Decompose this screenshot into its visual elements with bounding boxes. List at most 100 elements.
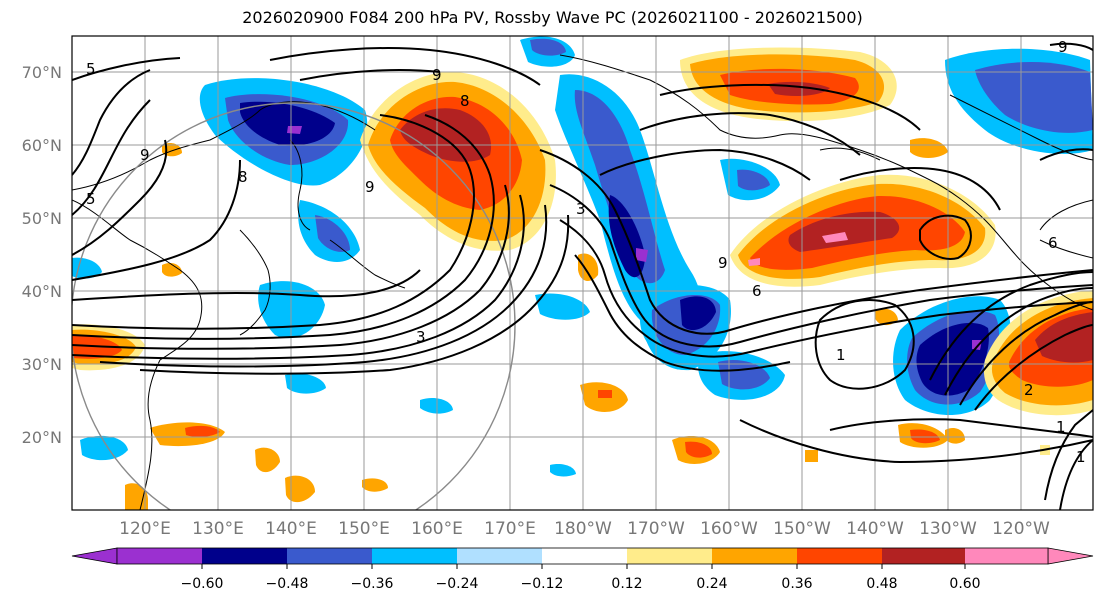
contour-label: 5 xyxy=(86,60,96,78)
colorbar: −0.60 −0.48 −0.36 −0.24 −0.12 0.12 0.24 … xyxy=(71,547,1094,592)
anomaly-fill xyxy=(1035,312,1093,363)
lat-label: 20°N xyxy=(22,428,62,447)
contour-label: 1 xyxy=(836,346,846,364)
colorbar-segment xyxy=(712,548,797,564)
anomaly-fill xyxy=(574,90,665,284)
lat-label: 50°N xyxy=(22,209,62,228)
contour-label: 5 xyxy=(86,190,96,208)
anomaly-fill xyxy=(530,38,566,56)
colorbar-ticks xyxy=(201,564,966,569)
map-border xyxy=(71,35,1094,511)
colorbar-segment xyxy=(457,548,542,564)
contour-label: 6 xyxy=(752,282,762,300)
contour-labels: 5 5 9 8 8 9 3 3 9 6 1 2 1 1 9 9 6 xyxy=(86,38,1086,466)
anomaly-fill xyxy=(598,390,612,398)
contour-label: 1 xyxy=(1056,418,1066,436)
latitude-labels: 70°N 60°N 50°N 40°N 30°N 20°N xyxy=(22,63,62,447)
contour-label: 6 xyxy=(1048,234,1058,252)
colorbar-tick-label: 0.48 xyxy=(866,576,897,592)
lat-label: 40°N xyxy=(22,282,62,301)
anomaly-fill xyxy=(550,464,576,477)
lon-label: 130°E xyxy=(192,519,244,539)
anomaly-fill xyxy=(287,126,302,134)
pv-contours xyxy=(72,42,1093,510)
colorbar-min-extension xyxy=(71,547,118,565)
longitude-labels: 120°E 130°E 140°E 150°E 160°E 170°E 180°… xyxy=(119,519,1050,539)
lon-label: 120°W xyxy=(992,519,1050,539)
anomaly-fill xyxy=(255,447,280,473)
lon-label: 160°E xyxy=(411,519,463,539)
anomaly-fill xyxy=(535,293,590,320)
contour-label: 9 xyxy=(1058,38,1068,56)
map-title: 2026020900 F084 200 hPa PV, Rossby Wave … xyxy=(242,8,863,27)
anomaly-fill xyxy=(285,373,326,394)
anomaly-fill xyxy=(910,138,948,158)
pv-anomaly-fills xyxy=(72,36,1093,510)
lon-label: 120°E xyxy=(119,519,171,539)
anomaly-fill xyxy=(945,428,965,444)
anomaly-fill xyxy=(822,232,848,243)
lat-label: 70°N xyxy=(22,63,62,82)
lat-label: 60°N xyxy=(22,136,62,155)
contour-label: 1 xyxy=(1076,448,1086,466)
colorbar-tick-label: −0.36 xyxy=(351,576,394,592)
anomaly-fill xyxy=(680,296,716,331)
colorbar-segment xyxy=(202,548,287,564)
contour-label: 9 xyxy=(432,66,442,84)
colorbar-tick-label: 0.12 xyxy=(611,576,642,592)
colorbar-tick-label: 0.36 xyxy=(781,576,812,592)
anomaly-fill xyxy=(916,322,989,396)
colorbar-tick-label: −0.48 xyxy=(266,576,309,592)
anomaly-fill xyxy=(788,211,900,252)
colorbar-outline xyxy=(116,547,1049,565)
anomaly-fill xyxy=(737,169,770,191)
colorbar-segment xyxy=(372,548,457,564)
reference-circle xyxy=(72,102,516,510)
colorbar-tick-label: −0.24 xyxy=(436,576,479,592)
anomaly-fill xyxy=(875,308,898,326)
contour-label: 3 xyxy=(576,200,586,218)
colorbar-segment xyxy=(797,548,882,564)
colorbar-segment xyxy=(882,548,965,564)
graticule xyxy=(72,36,1093,510)
anomaly-fill xyxy=(240,101,335,146)
lon-label: 160°W xyxy=(700,519,758,539)
lat-label: 30°N xyxy=(22,355,62,374)
contour-label: 8 xyxy=(460,92,470,110)
lon-label: 130°W xyxy=(919,519,977,539)
lon-label: 140°E xyxy=(265,519,317,539)
contour-label: 9 xyxy=(365,178,375,196)
anomaly-fill xyxy=(636,248,648,262)
colorbar-tick-label: 0.24 xyxy=(696,576,727,592)
colorbar-segment xyxy=(117,548,202,564)
contour-label: 3 xyxy=(416,328,426,346)
coastlines xyxy=(72,54,1093,510)
anomaly-fill xyxy=(162,262,182,277)
contour-label: 2 xyxy=(1024,381,1034,399)
colorbar-tick-label: −0.60 xyxy=(181,576,224,592)
colorbar-segment xyxy=(965,548,1048,564)
anomaly-fill xyxy=(400,108,492,162)
lon-label: 150°W xyxy=(773,519,831,539)
colorbar-segment xyxy=(542,548,627,564)
lon-label: 140°W xyxy=(846,519,904,539)
anomaly-fill xyxy=(80,435,128,461)
anomaly-fill xyxy=(975,61,1093,133)
anomaly-fill xyxy=(315,215,350,252)
anomaly-fill xyxy=(185,425,220,437)
lon-label: 180°W xyxy=(554,519,612,539)
anomaly-fill xyxy=(685,441,712,458)
colorbar-tick-label: 0.60 xyxy=(949,576,980,592)
colorbar-max-extension xyxy=(1047,547,1094,565)
lon-label: 170°W xyxy=(627,519,685,539)
contour-label: 8 xyxy=(238,168,248,186)
anomaly-fill xyxy=(805,450,818,462)
contour-label: 9 xyxy=(140,146,150,164)
anomaly-fill xyxy=(910,429,940,444)
colorbar-tick-label: −0.12 xyxy=(521,576,564,592)
lon-label: 150°E xyxy=(338,519,390,539)
colorbar-segment xyxy=(287,548,372,564)
anomaly-fill xyxy=(125,483,148,510)
anomaly-fill xyxy=(285,475,315,503)
